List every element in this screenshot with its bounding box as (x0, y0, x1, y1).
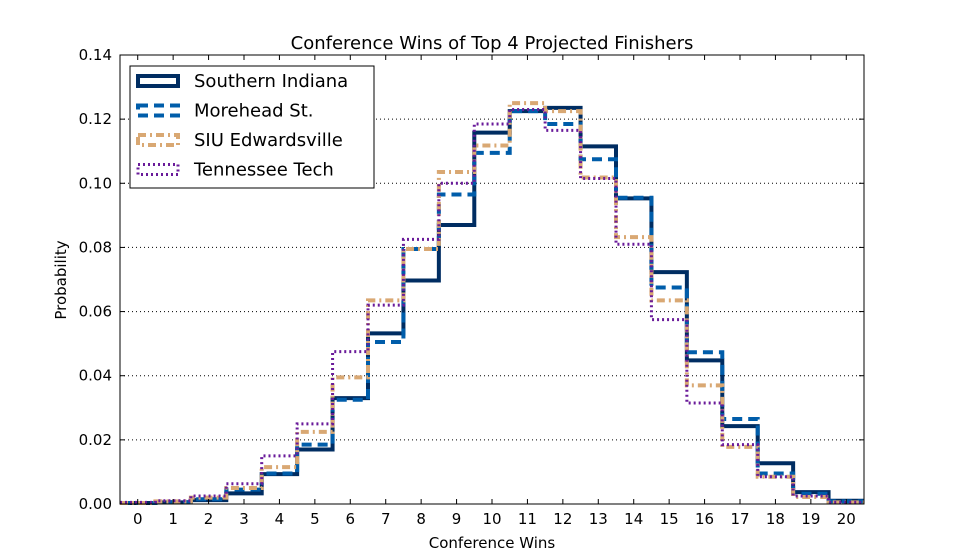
x-tick-label: 11 (518, 510, 537, 528)
chart-title: Conference Wins of Top 4 Projected Finis… (291, 33, 694, 54)
x-tick-label: 2 (204, 510, 214, 528)
y-tick-label: 0.12 (79, 110, 112, 128)
legend-label: SIU Edwardsville (194, 130, 343, 151)
ticks: 0.000.020.040.060.080.100.120.140 1 2 3 4 5 6 7… (79, 46, 864, 528)
y-tick-label: 0.06 (79, 303, 112, 321)
x-tick-label: 18 (766, 510, 785, 528)
y-tick-label: 0.04 (79, 367, 112, 385)
x-tick-label: 14 (624, 510, 643, 528)
y-tick-label: 0.14 (79, 46, 112, 64)
legend-label: Southern Indiana (194, 71, 348, 92)
y-tick-label: 0.08 (79, 238, 112, 256)
y-tick-label: 0.00 (79, 495, 112, 513)
x-tick-label: 12 (553, 510, 572, 528)
series-line-1 (120, 105, 864, 506)
legend-swatch (136, 74, 180, 88)
x-tick-label: 4 (275, 510, 285, 528)
x-tick-label: 20 (837, 510, 856, 528)
series-line-3 (120, 101, 864, 506)
x-tick-label: 7 (381, 510, 391, 528)
y-tick-label: 0.10 (79, 174, 112, 192)
x-axis-label: Conference Wins (429, 534, 556, 552)
x-tick-label: 8 (416, 510, 426, 528)
x-tick-label: 9 (452, 510, 462, 528)
x-tick-label: 10 (482, 510, 501, 528)
x-tick-label: 15 (660, 510, 679, 528)
legend-swatch (136, 133, 180, 147)
x-tick-label: 13 (589, 510, 608, 528)
series-line-4 (120, 108, 864, 504)
legend-label: Tennessee Tech (193, 160, 334, 181)
y-tick-label: 0.02 (79, 431, 112, 449)
series-layer (120, 101, 864, 506)
legend-swatch (136, 103, 180, 118)
grid (120, 118, 864, 441)
x-tick-label: 1 (168, 510, 178, 528)
legend: Southern Indiana Morehead St. SIU Edwardsv… (129, 65, 375, 189)
x-tick-label: 16 (695, 510, 714, 528)
x-tick-label: 6 (346, 510, 356, 528)
legend-label: Morehead St. (194, 101, 314, 122)
x-tick-label: 19 (801, 510, 820, 528)
x-tick-label: 17 (730, 510, 749, 528)
x-tick-label: 3 (239, 510, 249, 528)
x-tick-label: 0 (133, 510, 143, 528)
y-axis-label: Probability (52, 240, 70, 319)
x-tick-label: 5 (310, 510, 320, 528)
legend-swatch (136, 163, 180, 176)
